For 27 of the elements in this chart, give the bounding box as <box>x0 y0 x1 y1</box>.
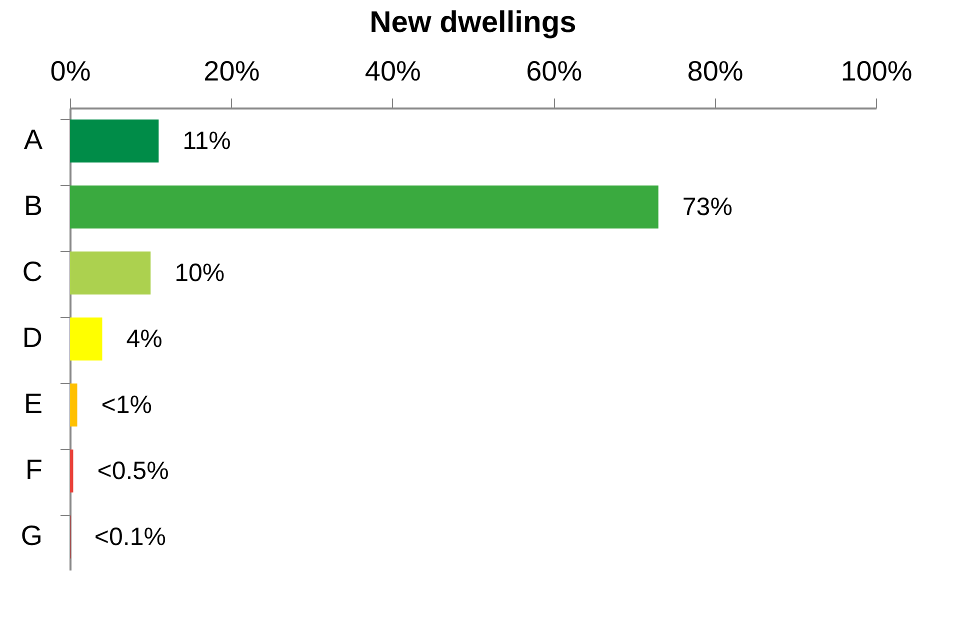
bar <box>70 384 78 426</box>
y-tick-label: G <box>20 520 42 551</box>
y-tick-label: E <box>24 388 42 419</box>
y-tick-label: C <box>22 256 42 287</box>
bar <box>70 450 74 492</box>
x-tick-label: 60% <box>526 56 582 86</box>
data-label: <0.5% <box>97 457 169 485</box>
x-tick-label: 20% <box>204 56 260 86</box>
x-tick-label: 100% <box>840 56 912 86</box>
y-tick-label: D <box>22 322 42 353</box>
y-tick-label: A <box>24 124 43 155</box>
data-label: <1% <box>101 391 152 419</box>
chart-title: New dwellings <box>370 6 576 39</box>
data-label: 11% <box>182 127 231 155</box>
data-label: 73% <box>682 193 732 221</box>
data-label: <0.1% <box>94 523 166 551</box>
x-tick-label: 40% <box>364 56 421 86</box>
bar <box>70 318 102 360</box>
x-tick-label: 0% <box>50 56 91 86</box>
y-tick-label: F <box>25 454 42 485</box>
data-label: 10% <box>174 259 225 287</box>
y-tick-label: B <box>24 190 42 221</box>
x-tick-label: 80% <box>687 56 744 86</box>
bar <box>70 186 658 228</box>
bar <box>70 120 159 162</box>
data-label: 4% <box>126 325 162 353</box>
bar <box>70 252 151 294</box>
